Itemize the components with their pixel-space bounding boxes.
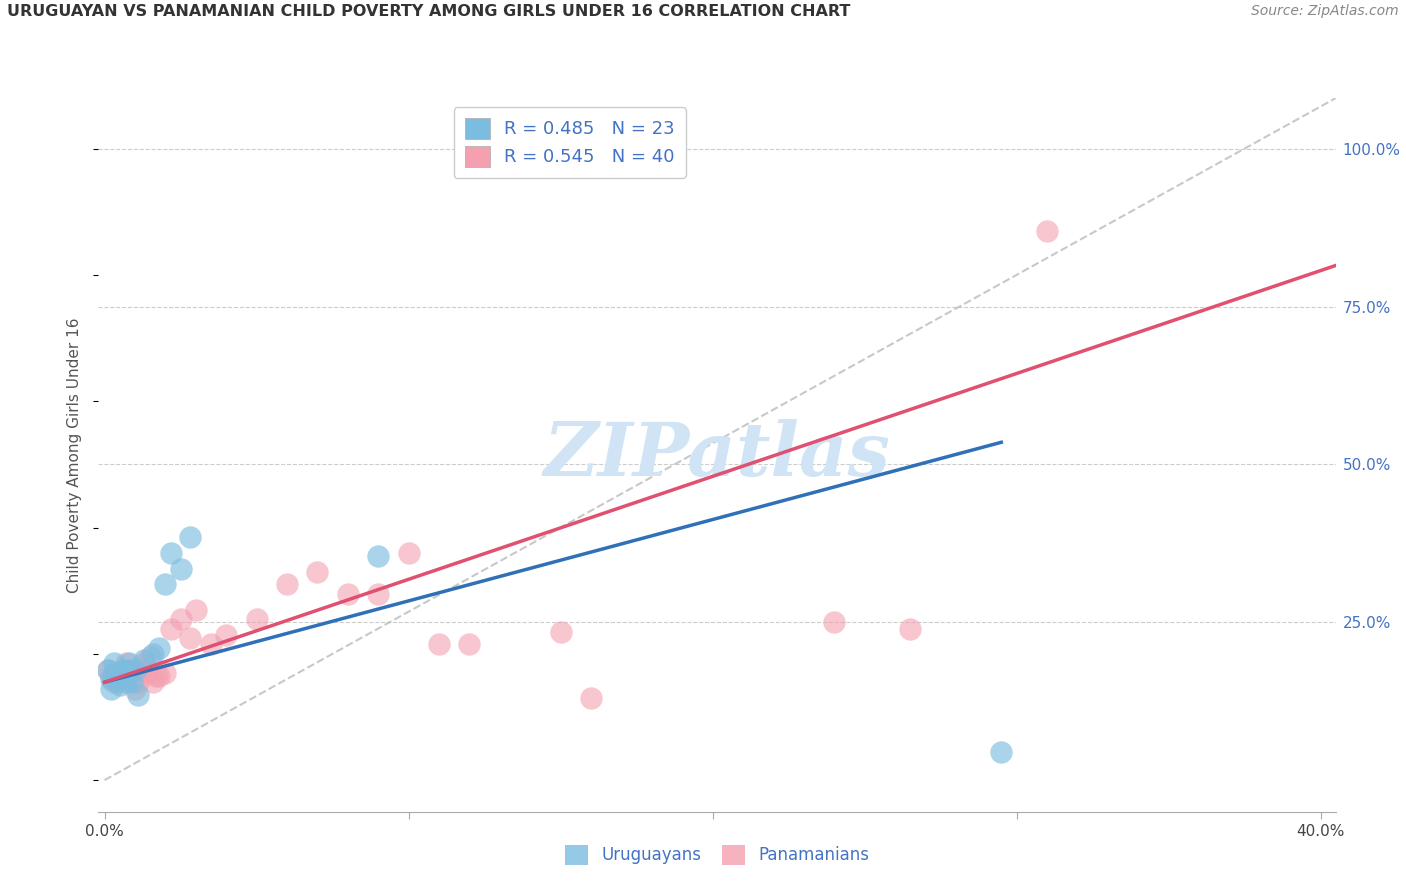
Point [114,669,136,683]
Point [118,657,141,671]
Point [367,549,389,563]
Point [114,675,136,690]
Point [103,665,125,680]
Point [114,657,136,671]
Text: URUGUAYAN VS PANAMANIAN CHILD POVERTY AMONG GIRLS UNDER 16 CORRELATION CHART: URUGUAYAN VS PANAMANIAN CHILD POVERTY AM… [7,4,851,20]
Point [148,669,170,683]
Point [121,663,143,677]
Point [136,665,159,680]
Point [142,647,165,661]
Point [129,663,152,677]
Point [550,624,572,639]
Text: ZIPatlas: ZIPatlas [544,418,890,491]
Point [155,665,177,680]
Point [245,612,267,626]
Point [108,669,131,683]
Point [111,663,134,677]
Point [367,587,389,601]
Point [139,650,162,665]
Point [579,691,602,706]
Point [127,675,149,690]
Point [823,615,845,630]
Point [458,637,481,651]
Point [111,663,134,677]
Point [96,663,118,677]
Point [118,669,141,683]
Point [276,577,298,591]
Point [127,688,149,702]
Point [142,675,165,690]
Point [108,678,131,692]
Point [990,745,1012,759]
Y-axis label: Child Poverty Among Girls Under 16: Child Poverty Among Girls Under 16 [67,318,83,592]
Point [132,657,155,671]
Point [1036,224,1059,238]
Point [160,546,183,560]
Point [427,637,450,651]
Point [215,628,238,642]
Point [132,653,155,667]
Point [200,637,222,651]
Point [103,675,125,690]
Point [105,665,128,680]
Point [336,587,359,601]
Point [96,663,118,677]
Point [169,612,191,626]
Point [105,672,128,686]
Point [105,675,128,690]
Point [898,622,921,636]
Point [179,631,201,645]
Point [100,669,122,683]
Point [114,663,136,677]
Text: Source: ZipAtlas.com: Source: ZipAtlas.com [1251,4,1399,19]
Point [148,640,170,655]
Legend: Uruguayans, Panamanians: Uruguayans, Panamanians [558,838,876,871]
Point [103,657,125,671]
Point [100,681,122,696]
Point [169,561,191,575]
Point [124,681,146,696]
Point [100,672,122,686]
Point [145,669,167,683]
Point [160,622,183,636]
Point [121,675,143,690]
Point [179,530,201,544]
Point [124,663,146,677]
Point [155,577,177,591]
Point [184,602,207,616]
Point [307,565,329,579]
Point [398,546,420,560]
